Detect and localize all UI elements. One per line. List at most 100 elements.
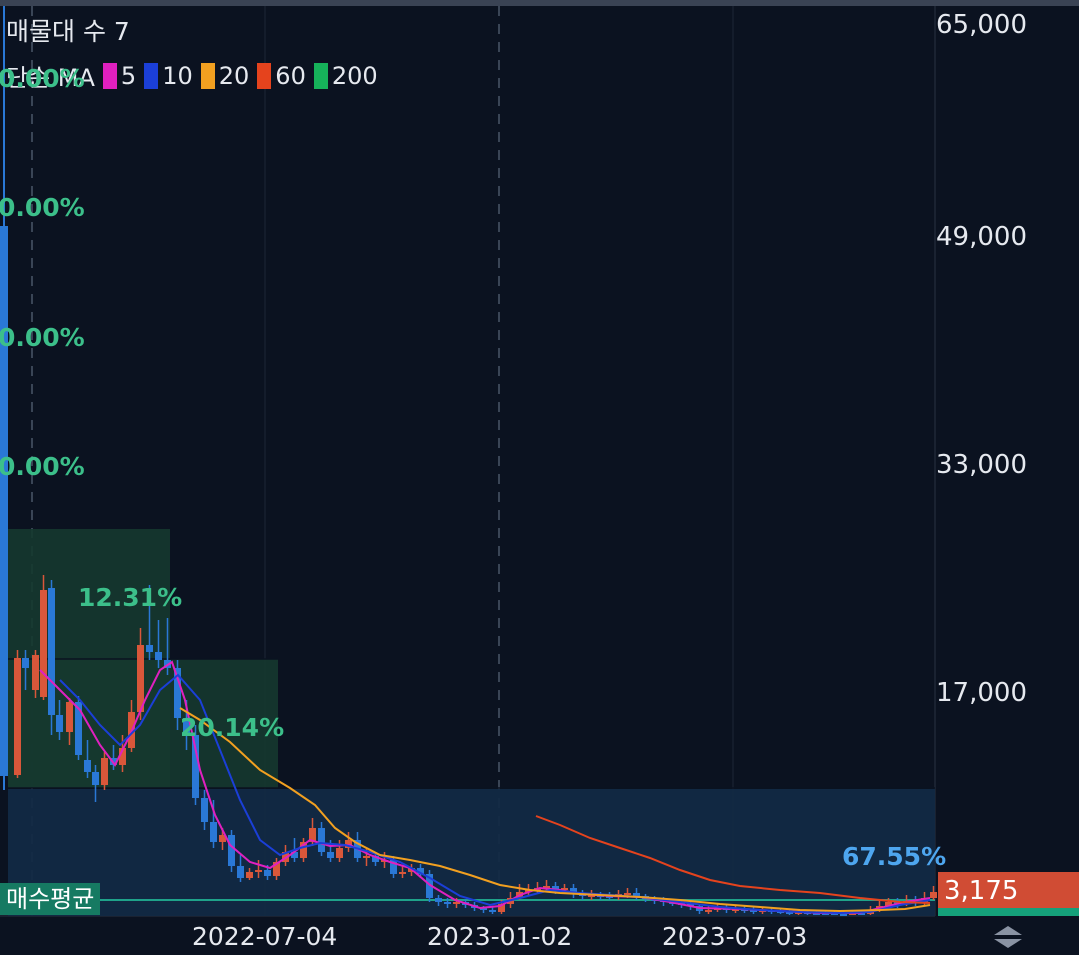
candle-76 [687, 904, 694, 906]
candle-60 [543, 886, 550, 888]
candle-19 [174, 668, 181, 718]
candle-83 [750, 910, 757, 912]
vp-label-4: 12.31% [78, 583, 183, 612]
ma20-label: 20 [218, 61, 250, 90]
candle-16 [146, 645, 153, 652]
candle-50 [453, 902, 460, 904]
y-tick-49000: 49,000 [936, 222, 1027, 252]
vp-label-6: 67.55% [842, 842, 947, 871]
ma200-swatch [313, 62, 328, 89]
candle-55 [498, 904, 505, 912]
candle-3 [32, 655, 39, 690]
candle-25 [228, 835, 235, 866]
candle-20 [183, 718, 190, 735]
candle-53 [480, 908, 487, 910]
candle-9 [84, 760, 91, 772]
x-tick-2022-07-04: 2022-07-04 [192, 922, 338, 951]
candle-81 [732, 909, 739, 911]
candle-98 [885, 902, 892, 906]
ma-legend-prefix: 단순 MA [6, 64, 95, 92]
candle-21 [192, 735, 199, 798]
candle-24 [219, 835, 226, 842]
vp-label-3: 0.00% [0, 452, 85, 481]
ma10-label: 10 [162, 61, 193, 90]
candle-41 [372, 856, 379, 862]
candle-65 [588, 895, 595, 897]
price-badge-underline [938, 908, 1079, 916]
x-tick-2023-07-03: 2023-07-03 [662, 922, 808, 951]
candle-40 [363, 856, 370, 858]
ma200-label: 200 [331, 61, 378, 90]
y-tick-65000: 65,000 [936, 10, 1027, 40]
vp-label-top: 0.00% [0, 64, 85, 93]
candle-0 [0, 226, 8, 776]
avg-price-badge: 매수평균 [0, 883, 101, 915]
candle-27 [246, 872, 253, 878]
top-border [0, 0, 1079, 6]
candle-67 [606, 896, 613, 898]
ma-legend[interactable]: 단순 MA 5 10 20 60 200 [6, 58, 378, 93]
candle-8 [75, 702, 82, 755]
ma10-line [59, 673, 931, 915]
candle-103 [930, 892, 937, 898]
candle-6 [56, 715, 63, 732]
candle-48 [435, 898, 442, 902]
candle-17 [155, 652, 162, 660]
volume-profile-zones [8, 529, 935, 916]
candle-1 [14, 658, 21, 775]
candle-87 [786, 912, 793, 914]
candle-63 [570, 888, 577, 894]
ma5-swatch [102, 62, 117, 89]
candle-29 [264, 870, 271, 876]
candle-43 [390, 860, 397, 874]
ma5-label: 5 [120, 61, 137, 90]
candle-7 [66, 702, 73, 732]
vp-label-1: 0.00% [0, 193, 85, 222]
candle-10 [92, 772, 99, 785]
y-tick-17000: 17,000 [936, 678, 1027, 708]
candle-36 [327, 852, 334, 858]
candle-5 [48, 588, 55, 715]
vp-zone-6 [8, 789, 935, 916]
vp-label-5: 20.14% [180, 713, 285, 742]
candle-95 [858, 913, 865, 915]
candle-46 [417, 868, 424, 874]
candle-28 [255, 870, 262, 872]
candle-13 [119, 748, 126, 765]
candle-37 [336, 848, 343, 858]
candle-15 [137, 645, 144, 712]
candle-22 [201, 798, 208, 822]
candle-35 [318, 828, 325, 852]
ma20-line [179, 707, 931, 913]
y-tick-33000: 33,000 [936, 450, 1027, 480]
ma10-swatch [144, 62, 159, 89]
candle-44 [399, 872, 406, 874]
ma60-line [535, 815, 931, 904]
candle-90 [813, 913, 820, 915]
candlesticks [0, 6, 937, 916]
candle-34 [309, 828, 316, 842]
candle-30 [273, 862, 280, 876]
candle-70 [633, 893, 640, 896]
volume-profile-legend[interactable]: 매물대 수 7 [6, 17, 130, 46]
candle-78 [705, 910, 712, 912]
moving-average-lines [39, 660, 931, 915]
candle-61 [552, 886, 559, 890]
candle-4 [40, 590, 47, 697]
candle-38 [345, 840, 352, 848]
candle-11 [101, 758, 108, 785]
axis-scale-handle-icon[interactable] [990, 924, 1026, 950]
candle-47 [426, 874, 433, 898]
candle-49 [444, 902, 451, 904]
candle-23 [210, 822, 217, 842]
vp-label-2: 0.00% [0, 323, 85, 352]
candle-54 [489, 910, 496, 912]
candle-2 [22, 658, 29, 668]
candle-32 [291, 852, 298, 858]
candle-93 [840, 914, 847, 916]
candle-33 [300, 842, 307, 858]
ma5-line [39, 660, 931, 914]
ma20-swatch [200, 62, 215, 89]
candle-88 [795, 912, 802, 914]
